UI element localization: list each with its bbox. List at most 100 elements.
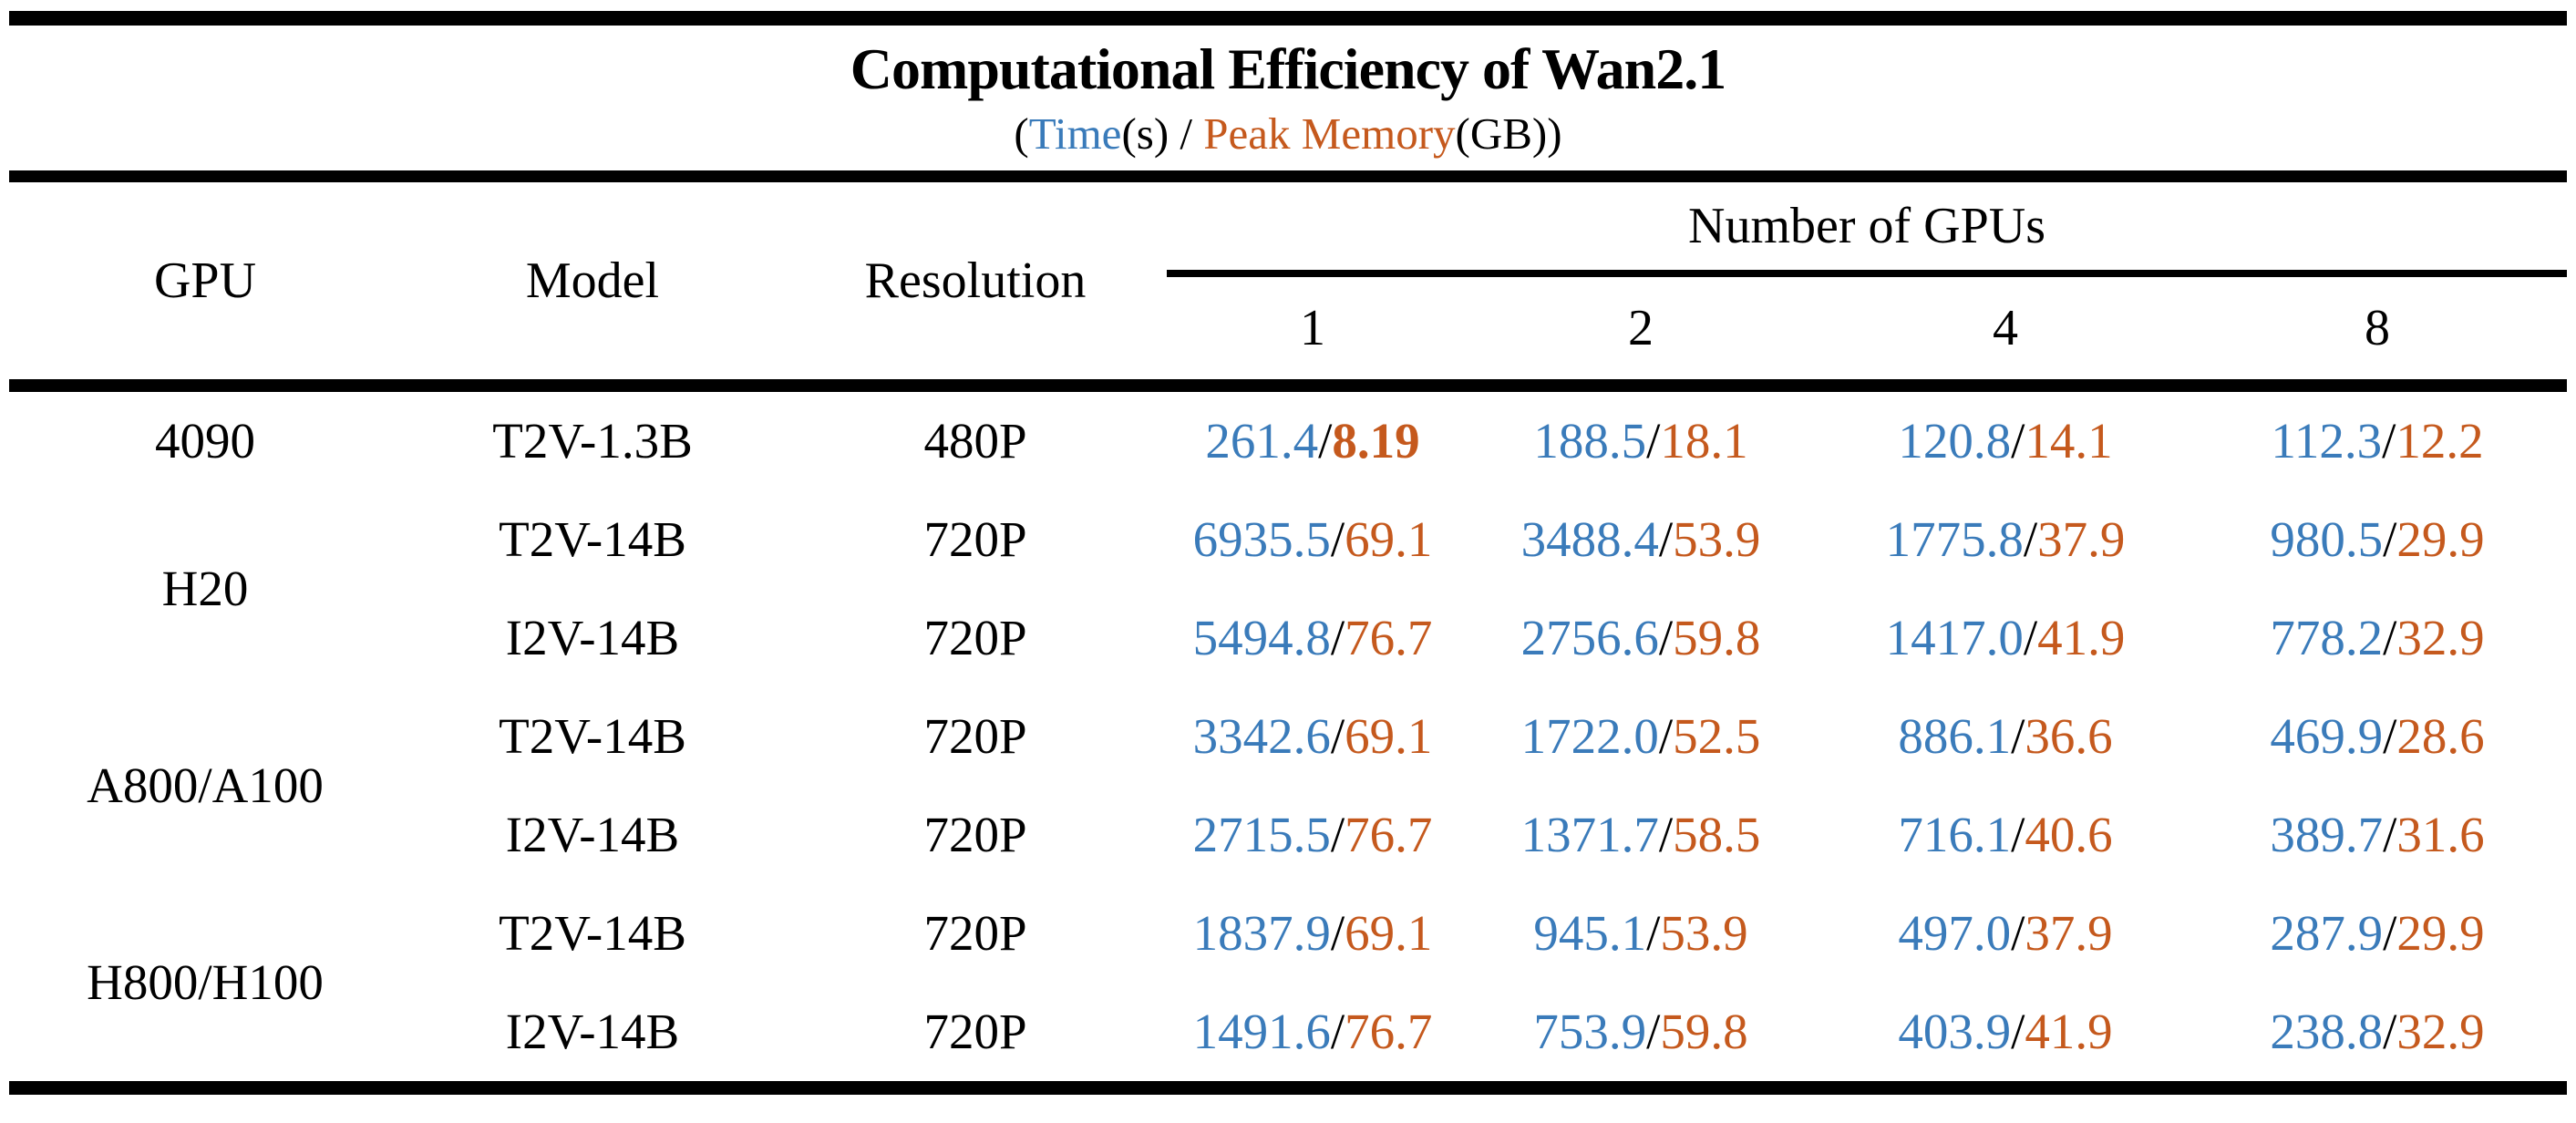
slash-separator: / [1658, 610, 1674, 666]
slash-separator: / [1646, 1004, 1661, 1060]
metric-cell-1gpu: 261.4/8.19 [1167, 386, 1458, 490]
gpu-count-header-1: 1 [1167, 273, 1458, 392]
memory-value: 12.2 [2396, 413, 2484, 469]
metric-cell-2gpu: 1722.0/52.5 [1458, 687, 1823, 786]
model-column-header: Model [401, 181, 784, 392]
peak-memory-label: Peak Memory [1203, 108, 1456, 159]
metric-cell-2gpu: 945.1/53.9 [1458, 884, 1823, 983]
resolution-cell: 720P [923, 905, 1027, 962]
gpu-cell: 4090 [155, 413, 255, 469]
slash-separator: / [1330, 610, 1345, 666]
time-value: 753.9 [1533, 1004, 1647, 1060]
subtitle-close-paren: ) [1547, 108, 1562, 159]
subtitle-separator: / [1169, 108, 1204, 159]
memory-value: 76.7 [1345, 1004, 1433, 1060]
time-value: 1775.8 [1885, 511, 2024, 568]
gpu-count-row: 1 2 4 8 [9, 273, 2568, 392]
memory-value: 31.6 [2396, 807, 2485, 863]
metric-cell-4gpu: 1775.8/37.9 [1823, 490, 2188, 589]
slash-separator: / [1318, 413, 1333, 469]
memory-value: 69.1 [1345, 708, 1433, 765]
metric-cell-1gpu: 6935.5/69.1 [1167, 490, 1458, 589]
time-value: 469.9 [2270, 708, 2384, 765]
resolution-cell: 720P [923, 511, 1027, 568]
time-label: Time [1028, 108, 1122, 159]
memory-value: 52.5 [1673, 708, 1761, 765]
header-group-row: GPU Model Resolution Number of GPUs [9, 181, 2568, 392]
resolution-column-header: Resolution [784, 181, 1167, 392]
gpu-column-header: GPU [9, 181, 401, 392]
memory-value: 76.7 [1345, 610, 1433, 666]
time-value: 403.9 [1898, 1004, 2012, 1060]
time-value: 287.9 [2270, 905, 2384, 962]
time-value: 2756.6 [1520, 610, 1659, 666]
slash-separator: / [2383, 905, 2397, 962]
time-value: 778.2 [2270, 610, 2384, 666]
memory-value: 53.9 [1660, 905, 1748, 962]
time-value: 1491.6 [1192, 1004, 1331, 1060]
table-row-4090-t2v: 4090 T2V-1.3B 480P 261.4/8.19 188.5/18.1… [9, 386, 2567, 490]
metric-cell-8gpu: 778.2/32.9 [2188, 589, 2567, 687]
resolution-cell: 720P [923, 610, 1027, 666]
time-value: 945.1 [1533, 905, 1647, 962]
slash-separator: / [2383, 511, 2397, 568]
metric-cell-2gpu: 3488.4/53.9 [1458, 490, 1823, 589]
memory-value: 41.9 [2037, 610, 2126, 666]
resolution-cell: 720P [923, 807, 1027, 863]
model-cell: I2V-14B [505, 1004, 680, 1060]
memory-value: 59.8 [1673, 610, 1761, 666]
metric-cell-1gpu: 5494.8/76.7 [1167, 589, 1458, 687]
time-value: 1417.0 [1885, 610, 2024, 666]
metric-cell-8gpu: 469.9/28.6 [2188, 687, 2567, 786]
slash-separator: / [2023, 511, 2038, 568]
memory-value: 53.9 [1673, 511, 1761, 568]
time-value: 3342.6 [1192, 708, 1331, 765]
slash-separator: / [1330, 708, 1345, 765]
memory-value: 29.9 [2396, 511, 2485, 568]
time-value: 5494.8 [1192, 610, 1331, 666]
figure-title: Computational Efficiency of Wan2.1 [850, 36, 1726, 101]
time-value: 112.3 [2271, 413, 2383, 469]
time-value: 1722.0 [1520, 708, 1659, 765]
memory-value: 36.6 [2025, 708, 2113, 765]
memory-value: 76.7 [1345, 807, 1433, 863]
memory-value: 37.9 [2025, 905, 2113, 962]
table-row-h20-i2v: I2V-14B 720P 5494.8/76.7 2756.6/59.8 141… [9, 589, 2567, 687]
slash-separator: / [1330, 905, 1345, 962]
number-of-gpus-header: Number of GPUs [1167, 181, 2568, 277]
table-row-a800-t2v: A800/A100 T2V-14B 720P 3342.6/69.1 1722.… [9, 687, 2567, 813]
gpu-count-header-2: 2 [1458, 273, 1823, 392]
memory-value: 40.6 [2025, 807, 2113, 863]
slash-separator: / [2382, 413, 2396, 469]
time-value: 1371.7 [1520, 807, 1659, 863]
metric-cell-1gpu: 1491.6/76.7 [1167, 983, 1458, 1081]
gpu-cell: H20 [161, 561, 249, 617]
gpu-cell: H800/H100 [87, 954, 324, 1011]
subtitle-open-paren: ( [1014, 108, 1029, 159]
title-block: Computational Efficiency of Wan2.1 (Time… [9, 26, 2567, 170]
memory-value: 41.9 [2025, 1004, 2113, 1060]
time-value: 1837.9 [1192, 905, 1331, 962]
metric-cell-8gpu: 287.9/29.9 [2188, 884, 2567, 983]
memory-value: 14.1 [2025, 413, 2113, 469]
memory-value: 29.9 [2396, 905, 2485, 962]
table-row-h800-t2v: H800/H100 T2V-14B 720P 1837.9/69.1 945.1… [9, 884, 2567, 1010]
table-row-h20-t2v: H20 T2V-14B 720P 6935.5/69.1 3488.4/53.9… [9, 490, 2567, 616]
model-cell: I2V-14B [505, 610, 680, 666]
slash-separator: / [2023, 610, 2038, 666]
figure-subtitle: (Time(s) / Peak Memory(GB)) [9, 108, 2567, 161]
metric-cell-8gpu: 980.5/29.9 [2188, 490, 2567, 589]
slash-separator: / [2011, 807, 2025, 863]
time-unit: (s) [1121, 108, 1170, 159]
memory-value: 18.1 [1660, 413, 1748, 469]
slash-separator: / [2383, 1004, 2397, 1060]
metric-cell-4gpu: 716.1/40.6 [1823, 786, 2188, 884]
memory-value: 8.19 [1332, 413, 1420, 469]
memory-value: 32.9 [2396, 610, 2485, 666]
metric-cell-2gpu: 188.5/18.1 [1458, 386, 1823, 490]
resolution-cell: 720P [923, 1004, 1027, 1060]
memory-value: 28.6 [2396, 708, 2485, 765]
metric-cell-4gpu: 1417.0/41.9 [1823, 589, 2188, 687]
metric-cell-1gpu: 1837.9/69.1 [1167, 884, 1458, 983]
time-value: 497.0 [1898, 905, 2012, 962]
